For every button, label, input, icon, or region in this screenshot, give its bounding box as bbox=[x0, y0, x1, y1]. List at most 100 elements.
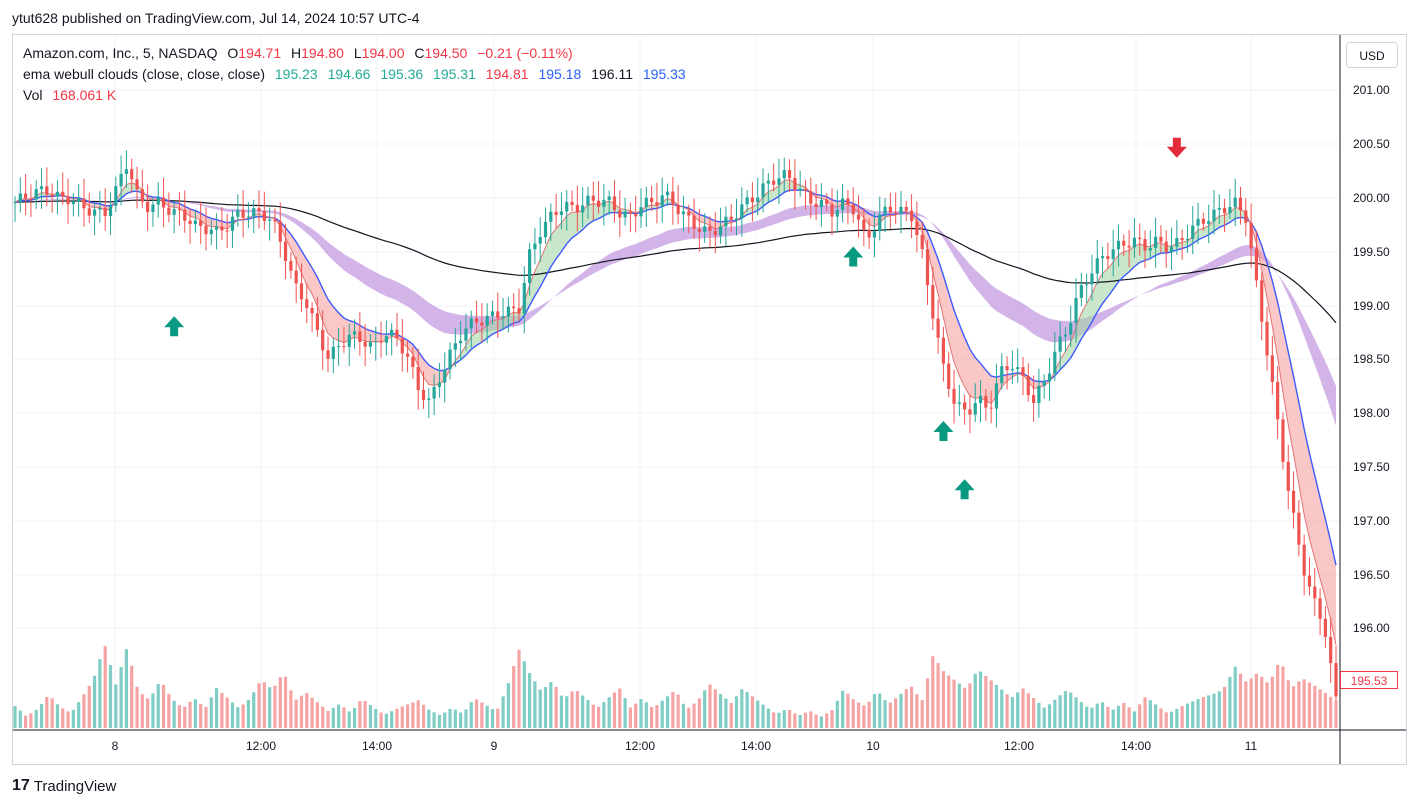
candle-body bbox=[570, 201, 574, 205]
currency-button[interactable]: USD bbox=[1346, 42, 1398, 68]
ema-cloud-fast-segment bbox=[423, 358, 429, 385]
candle-body bbox=[623, 211, 627, 218]
volume-bar bbox=[1063, 690, 1068, 728]
volume-bar bbox=[533, 681, 537, 728]
candle-body bbox=[888, 206, 892, 213]
volume-legend[interactable]: Vol 168.061 K bbox=[23, 87, 122, 103]
candle-body bbox=[480, 322, 484, 326]
ema-cloud-fast-segment bbox=[317, 277, 323, 321]
candle-body bbox=[1270, 355, 1274, 382]
volume-bar bbox=[310, 697, 314, 728]
volume-bar bbox=[496, 708, 500, 728]
candle-body bbox=[984, 395, 988, 408]
candle-body bbox=[941, 337, 946, 364]
candle-body bbox=[315, 313, 319, 330]
volume-bar bbox=[862, 705, 866, 728]
candle-body bbox=[1318, 598, 1322, 619]
volume-bar bbox=[676, 694, 680, 728]
candle-body bbox=[793, 177, 797, 191]
candle-body bbox=[1085, 284, 1089, 286]
candle-body bbox=[273, 219, 277, 222]
candle-body bbox=[1037, 385, 1041, 403]
volume-bar bbox=[665, 696, 670, 728]
volume-bar bbox=[851, 699, 855, 728]
volume-bar bbox=[1191, 701, 1195, 728]
volume-bar bbox=[199, 703, 203, 728]
chart-frame[interactable] bbox=[12, 34, 1407, 765]
candle-body bbox=[453, 343, 457, 350]
x-tick-label: 14:00 bbox=[362, 739, 392, 753]
ema-cloud-fast-segment bbox=[572, 212, 578, 238]
ema-cloud-fast-segment bbox=[1007, 373, 1013, 382]
volume-bar bbox=[1297, 681, 1301, 728]
candle-body bbox=[485, 315, 489, 326]
candle-body bbox=[464, 328, 468, 341]
candle-body bbox=[1069, 323, 1073, 335]
candle-body bbox=[506, 306, 510, 317]
ema-fast-line bbox=[14, 179, 1337, 646]
ema-cloud-fast-segment bbox=[322, 288, 329, 334]
candle-body bbox=[29, 198, 33, 200]
volume-bar bbox=[1207, 695, 1211, 728]
candle-body bbox=[692, 215, 696, 229]
volume-bar bbox=[1079, 702, 1083, 728]
volume-bar bbox=[156, 684, 160, 728]
ema-cloud-fast-segment bbox=[1102, 268, 1108, 304]
candle-body bbox=[1016, 367, 1020, 369]
candle-body bbox=[581, 205, 585, 213]
volume-bar bbox=[1302, 679, 1306, 728]
candle-body bbox=[124, 169, 129, 174]
candle-body bbox=[978, 395, 983, 403]
candle-body bbox=[71, 201, 75, 205]
volume-bar bbox=[787, 709, 792, 728]
candle-body bbox=[618, 210, 622, 218]
candle-body bbox=[1191, 225, 1195, 239]
candle-body bbox=[867, 229, 871, 238]
volume-bar bbox=[1143, 697, 1147, 728]
symbol-legend[interactable]: Amazon.com, Inc., 5, NASDAQ O194.71 H194… bbox=[23, 45, 579, 61]
volume-bar bbox=[368, 705, 373, 728]
volume-bar bbox=[347, 711, 351, 728]
candle-body bbox=[1143, 238, 1147, 251]
indicator-legend[interactable]: ema webull clouds (close, close, close) … bbox=[23, 66, 692, 82]
ema-cloud-fast-segment bbox=[1081, 303, 1087, 339]
ema-cloud-fast-segment bbox=[1325, 519, 1331, 620]
ema-cloud-fast-segment bbox=[1219, 215, 1225, 228]
volume-bar bbox=[50, 698, 54, 728]
candle-body bbox=[533, 243, 537, 250]
candle-body bbox=[1244, 210, 1248, 223]
volume-bar bbox=[957, 683, 961, 728]
candle-body bbox=[761, 183, 765, 198]
volume-bar bbox=[501, 696, 505, 728]
candle-body bbox=[1222, 207, 1227, 214]
candle-body bbox=[326, 350, 330, 359]
volume-bar bbox=[1127, 707, 1131, 728]
candle-body bbox=[904, 206, 908, 211]
candle-body bbox=[119, 173, 123, 187]
volume-bar bbox=[39, 703, 44, 728]
candle-body bbox=[50, 194, 54, 197]
candle-body bbox=[665, 191, 670, 196]
volume-bar bbox=[888, 702, 892, 728]
ema-cloud-fast-segment bbox=[959, 324, 965, 387]
candle-body bbox=[634, 213, 638, 217]
volume-bar bbox=[841, 690, 845, 728]
candle-body bbox=[1238, 197, 1243, 211]
ema-cloud-fast-segment bbox=[969, 349, 976, 399]
footer-brand[interactable]: 17 TradingView bbox=[12, 777, 116, 795]
volume-bar bbox=[1291, 686, 1296, 728]
volume-bar bbox=[172, 700, 176, 728]
candle-body bbox=[1127, 245, 1131, 248]
volume-bar bbox=[846, 693, 850, 728]
candle-body bbox=[947, 363, 951, 389]
volume-bar bbox=[1090, 707, 1094, 728]
candle-body bbox=[740, 204, 744, 219]
volume-bar bbox=[506, 683, 510, 728]
volume-bar bbox=[1095, 703, 1099, 728]
volume-bar bbox=[1313, 685, 1317, 728]
y-tick-label: 198.00 bbox=[1353, 406, 1390, 420]
candle-body bbox=[363, 341, 367, 347]
ema-cloud-fast-segment bbox=[1293, 376, 1299, 485]
candle-body bbox=[920, 234, 924, 250]
